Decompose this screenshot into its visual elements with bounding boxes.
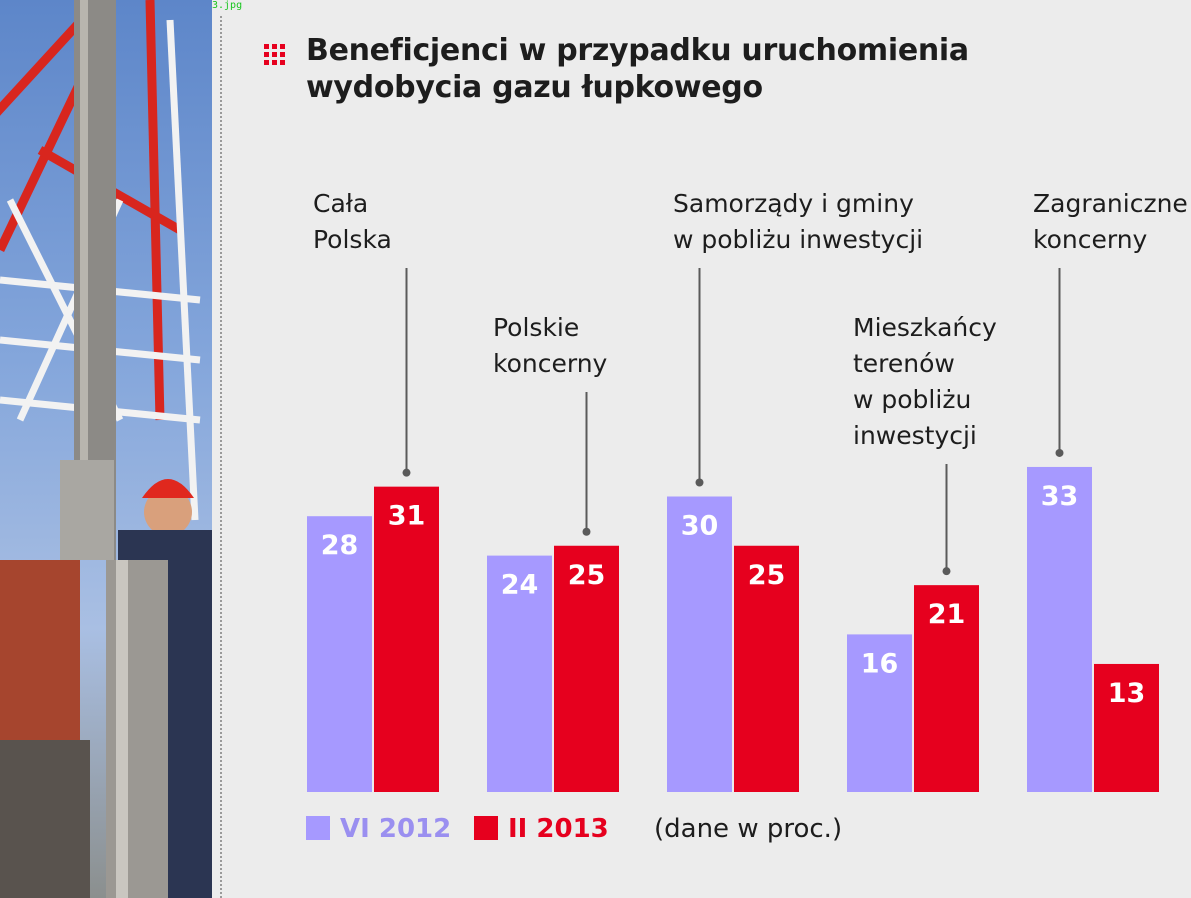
value-label-series-a-1: 24 [501, 570, 539, 601]
bar-series-a-0 [307, 516, 372, 792]
value-label-series-b-3: 21 [928, 599, 966, 630]
chart-title-line-2: wydobycia gazu łupkowego [306, 70, 763, 105]
category-label-2-line-1: w pobliżu inwestycji [673, 225, 923, 254]
category-label-0-line-1: Polska [313, 225, 392, 254]
bar-series-b-3 [914, 585, 979, 792]
legend-swatch-series-b [474, 816, 498, 840]
legend-swatch-series-a [306, 816, 330, 840]
value-label-series-b-2: 25 [748, 560, 786, 591]
category-label-1-line-0: Polskie [493, 313, 579, 342]
leader-dot-4 [1055, 448, 1064, 457]
unit-note: (dane w proc.) [654, 814, 843, 844]
bar-series-b-1 [554, 545, 619, 792]
bar-series-a-1 [487, 555, 552, 792]
dotted-divider [220, 16, 222, 898]
legend-item-series-b: II 2013 [474, 814, 609, 844]
category-label-0-line-0: Cała [313, 189, 368, 218]
bar-series-b-4 [1094, 663, 1159, 792]
oil-rig-worker-photo [0, 0, 212, 898]
chart-title: Beneficjenci w przypadku uruchomienia wy… [306, 32, 1166, 106]
value-label-series-b-0: 31 [388, 501, 426, 532]
category-label-3-line-1: terenów [853, 349, 955, 378]
category-label-1-line-1: koncerny [493, 349, 608, 378]
category-label-4-line-0: Zagraniczne [1033, 189, 1188, 218]
legend-label-series-b: II 2013 [508, 814, 609, 844]
legend-item-series-a: VI 2012 [306, 814, 451, 844]
title-grid-icon [264, 44, 285, 65]
legend-label-series-a: VI 2012 [340, 814, 452, 844]
bar-series-a-3 [847, 634, 912, 792]
category-label-3-line-0: Mieszkańcy [853, 313, 997, 342]
leader-dot-3 [942, 567, 951, 576]
leader-dot-0 [402, 468, 411, 477]
category-label-2-line-0: Samorządy i gminy [673, 189, 914, 218]
bar-series-b-2 [734, 545, 799, 792]
leader-dot-2 [695, 478, 704, 487]
value-label-series-b-4: 13 [1108, 678, 1146, 709]
leader-dot-1 [582, 527, 591, 536]
category-label-3-line-2: w pobliżu [853, 385, 971, 414]
bar-series-b-0 [374, 486, 439, 792]
file-name-label: 3.jpg [212, 0, 243, 11]
chart-title-line-1: Beneficjenci w przypadku uruchomienia [306, 33, 969, 68]
category-label-4-line-1: koncerny [1033, 225, 1148, 254]
category-label-3-line-3: inwestycji [853, 421, 977, 450]
value-label-series-b-1: 25 [568, 560, 606, 591]
bar-series-a-4 [1027, 466, 1092, 792]
value-label-series-a-3: 16 [861, 648, 899, 679]
value-label-series-a-4: 33 [1041, 481, 1079, 512]
value-label-series-a-0: 28 [321, 530, 359, 561]
value-label-series-a-2: 30 [681, 511, 719, 542]
bar-series-a-2 [667, 496, 732, 792]
oil-rig-illustration [0, 0, 212, 898]
